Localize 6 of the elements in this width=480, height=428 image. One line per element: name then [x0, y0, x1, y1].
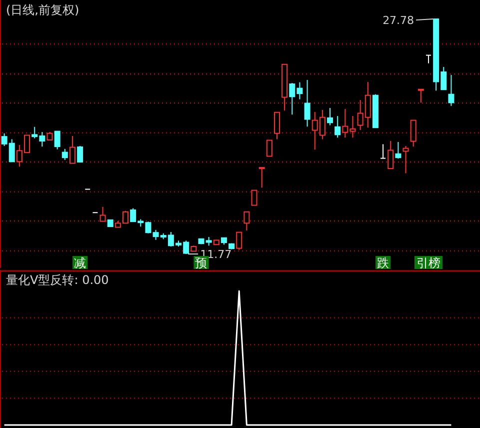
category-label: 引榜 [416, 256, 440, 270]
category-label: 减 [74, 256, 86, 270]
chart-title: (日线,前复权) [6, 3, 80, 17]
category-label: 跌 [377, 256, 390, 270]
annotation: 27.78 [382, 14, 414, 27]
chart-title: 量化V型反转: 0.00 [6, 273, 109, 287]
